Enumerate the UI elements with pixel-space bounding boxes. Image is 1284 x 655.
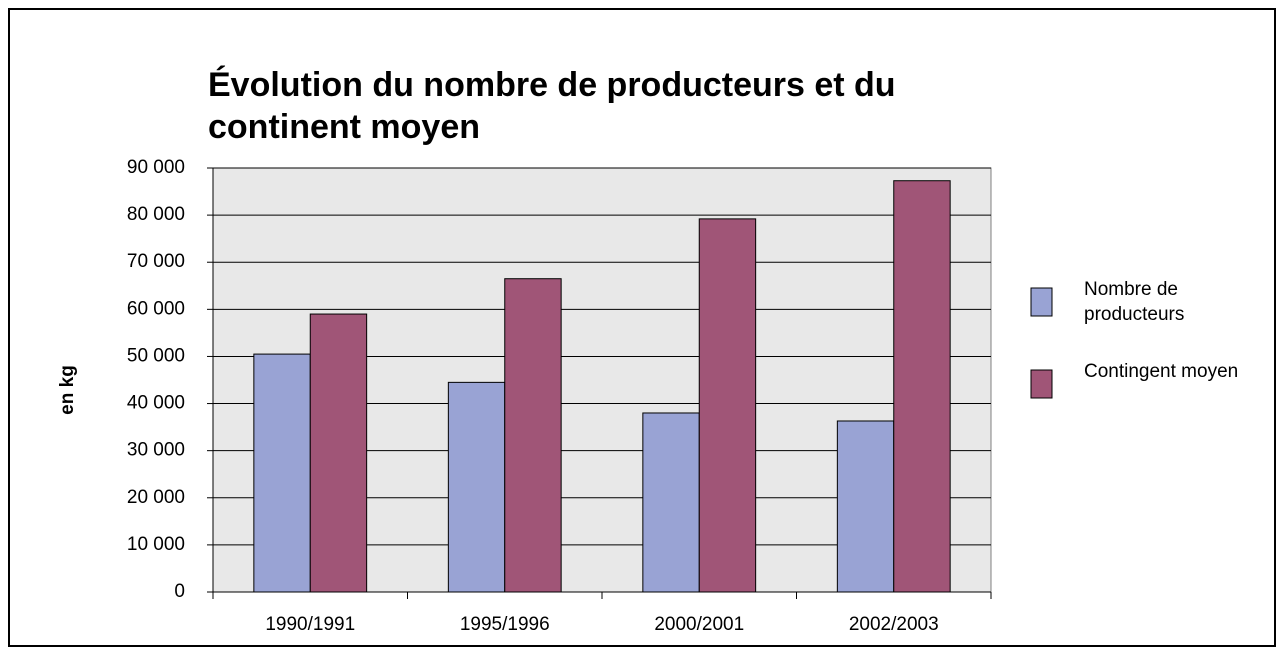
x-tick-label: 1995/1996 bbox=[460, 614, 550, 635]
x-tick-label: 2002/2003 bbox=[849, 614, 939, 635]
legend-swatch bbox=[1030, 369, 1053, 399]
chart-title: Évolution du nombre de producteurs et du… bbox=[208, 66, 896, 146]
legend-label: Contingent moyen bbox=[1084, 361, 1239, 382]
y-tick-label: 70 000 bbox=[127, 251, 185, 272]
y-tick-label: 30 000 bbox=[127, 440, 185, 461]
y-tick-label: 60 000 bbox=[127, 298, 185, 319]
bar bbox=[253, 353, 311, 593]
y-tick-label: 0 bbox=[174, 581, 185, 602]
bar bbox=[504, 278, 562, 593]
bar bbox=[893, 180, 951, 593]
bar bbox=[642, 412, 700, 593]
bar bbox=[836, 420, 895, 593]
y-tick-label: 10 000 bbox=[127, 534, 185, 555]
x-tick-label: 1990/1991 bbox=[265, 614, 355, 635]
y-axis-label: en kg bbox=[57, 365, 78, 415]
bar bbox=[447, 381, 506, 593]
x-tick-label: 2000/2001 bbox=[654, 614, 744, 635]
y-tick-label: 90 000 bbox=[127, 157, 185, 178]
bar bbox=[698, 218, 757, 593]
y-tick-label: 50 000 bbox=[127, 345, 185, 366]
y-tick-label: 80 000 bbox=[127, 204, 185, 225]
legend-swatch bbox=[1030, 287, 1053, 317]
bar bbox=[309, 313, 368, 593]
y-tick-label: 40 000 bbox=[127, 393, 185, 414]
y-tick-label: 20 000 bbox=[127, 487, 185, 508]
legend-label: Nombre de producteurs bbox=[1084, 279, 1185, 325]
